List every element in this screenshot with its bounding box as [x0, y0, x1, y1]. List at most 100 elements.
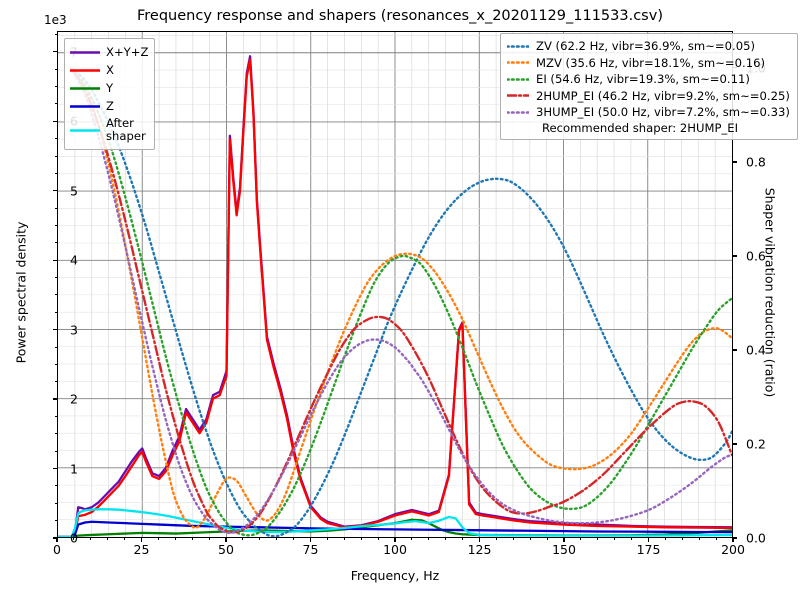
tick-mark	[54, 363, 57, 365]
legend-item-mzv[interactable]: MZV (35.6 Hz, vibr=18.1%, sm~=0.16)	[507, 55, 790, 72]
legend-item-x[interactable]: X	[70, 61, 148, 79]
tick-mark	[428, 538, 430, 541]
tick-mark	[54, 103, 57, 105]
tick-mark	[54, 485, 57, 487]
tick-mark	[73, 538, 75, 541]
x-tick-125: 125	[467, 542, 492, 557]
tick-mark	[54, 415, 57, 417]
tick-mark	[276, 538, 278, 541]
legend-label-y: Y	[106, 80, 114, 95]
series-mzv	[70, 67, 732, 529]
tick-mark	[54, 155, 57, 157]
tick-mark	[478, 538, 481, 542]
legend-line-sample-mzv	[507, 57, 529, 68]
x-tick-200: 200	[721, 542, 745, 557]
series-ei	[70, 67, 732, 537]
tick-mark	[733, 161, 737, 163]
tick-mark	[54, 207, 57, 209]
legend-item-z[interactable]: Z	[70, 97, 148, 115]
tick-mark	[54, 433, 57, 435]
tick-mark	[411, 538, 413, 541]
tick-mark	[580, 538, 582, 541]
y-tick-right-0.2: 0.2	[746, 436, 766, 452]
tick-mark	[54, 224, 57, 226]
tick-mark	[54, 68, 57, 70]
tick-mark	[495, 538, 497, 541]
tick-mark	[733, 349, 737, 351]
legend-line-sample-3hump-ei	[507, 107, 529, 118]
tick-mark	[54, 172, 57, 174]
legend-label-mzv: MZV (35.6 Hz, vibr=18.1%, sm~=0.16)	[536, 55, 765, 70]
legend-item-xyz[interactable]: X+Y+Z	[70, 43, 148, 61]
tick-mark	[293, 538, 295, 541]
tick-mark	[343, 538, 345, 541]
tick-mark	[140, 538, 143, 542]
y-tick-right-0.8: 0.8	[746, 154, 766, 170]
tick-mark	[157, 538, 159, 541]
tick-mark	[546, 538, 548, 541]
y-tick-right-0.6: 0.6	[746, 248, 766, 264]
legend-label-ei: EI (54.6 Hz, vibr=19.3%, sm~=0.11)	[536, 72, 750, 87]
tick-mark	[53, 190, 57, 192]
legend-item-y[interactable]: Y	[70, 79, 148, 97]
y-tick-left-2: 2	[70, 391, 78, 407]
tick-mark	[56, 538, 58, 542]
tick-mark	[733, 537, 737, 539]
tick-mark	[174, 538, 176, 541]
tick-mark	[124, 538, 126, 541]
legend-psd: X+Y+Z X Y Z After shaper	[64, 38, 156, 150]
y-tick-left-1: 1	[70, 461, 78, 477]
tick-mark	[90, 538, 92, 541]
tick-mark	[242, 538, 244, 541]
tick-mark	[597, 538, 599, 541]
tick-mark	[733, 443, 737, 445]
tick-mark	[53, 398, 57, 400]
legend-item-2hump-ei[interactable]: 2HUMP_EI (46.2 Hz, vibr=9.2%, sm~=0.25)	[507, 88, 790, 105]
tick-mark	[462, 538, 464, 541]
legend-item-3hump-ei[interactable]: 3HUMP_EI (50.0 Hz, vibr=7.2%, sm~=0.33)	[507, 104, 790, 121]
tick-mark	[54, 86, 57, 88]
x-tick-150: 150	[552, 542, 576, 557]
tick-mark	[107, 538, 109, 541]
tick-mark	[54, 450, 57, 452]
x-axis-label: Frequency, Hz	[350, 568, 440, 583]
legend-item-after-shaper[interactable]: After shaper	[70, 115, 148, 145]
tick-mark	[647, 538, 650, 542]
legend-label-xyz: X+Y+Z	[106, 44, 149, 59]
legend-line-sample-y	[70, 83, 100, 94]
y-axis-label-left: Power spectral density	[13, 221, 29, 364]
x-tick-175: 175	[636, 542, 661, 557]
tick-mark	[54, 346, 57, 348]
legend-label-x: X	[106, 62, 114, 77]
legend-item-zv[interactable]: ZV (62.2 Hz, vibr=36.9%, sm~=0.05)	[507, 38, 790, 55]
tick-mark	[53, 467, 57, 470]
tick-mark	[309, 538, 312, 542]
x-tick-100: 100	[383, 542, 407, 557]
y-axis-offset-label: 1e3	[44, 13, 67, 27]
legend-line-sample-xyz	[70, 47, 100, 58]
tick-mark	[54, 277, 57, 279]
tick-mark	[53, 537, 57, 539]
tick-mark	[54, 520, 57, 522]
legend-line-sample-2hump-ei	[507, 90, 529, 101]
legend-label-2hump-ei: 2HUMP_EI (46.2 Hz, vibr=9.2%, sm~=0.25)	[536, 88, 790, 103]
page-title: Frequency response and shapers (resonanc…	[137, 8, 663, 24]
data-layer	[58, 55, 732, 537]
tick-mark	[445, 538, 447, 541]
tick-mark	[715, 538, 717, 541]
tick-mark	[53, 259, 57, 261]
series-2hump-ei	[70, 67, 732, 534]
legend-line-sample-ei	[507, 74, 529, 85]
y-tick-right-0.4: 0.4	[746, 342, 766, 358]
x-tick-75: 75	[302, 542, 319, 557]
tick-mark	[53, 329, 57, 331]
tick-mark	[326, 538, 328, 541]
tick-mark	[698, 538, 700, 541]
tick-mark	[631, 538, 633, 541]
tick-mark	[360, 538, 362, 541]
legend-line-sample-z	[70, 101, 100, 112]
legend-item-ei[interactable]: EI (54.6 Hz, vibr=19.3%, sm~=0.11)	[507, 71, 790, 88]
y-axis-label-right: Shaper vibration reduction (ratio)	[762, 187, 778, 398]
tick-mark	[208, 538, 210, 541]
